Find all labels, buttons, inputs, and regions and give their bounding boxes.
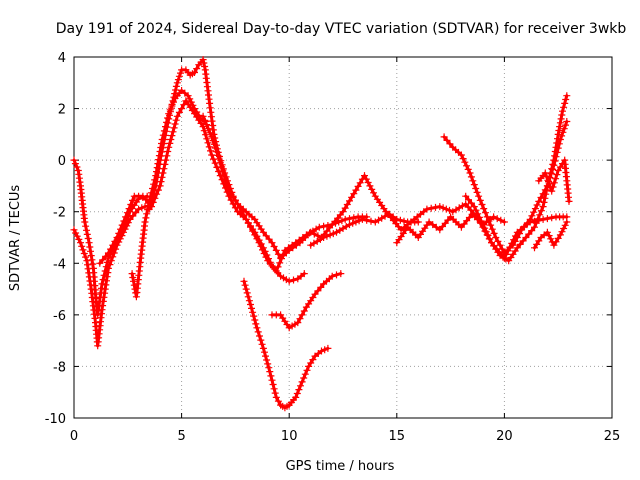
- x-tick-label: 0: [70, 429, 78, 444]
- series-arc-7: [240, 277, 332, 412]
- y-tick-label: -8: [53, 360, 66, 375]
- chart-title: Day 191 of 2024, Sidereal Day-to-day VTE…: [56, 21, 627, 37]
- plus-marker: [70, 203, 149, 350]
- series-arc-13: [531, 218, 571, 252]
- x-tick-label: 15: [389, 429, 406, 444]
- plot-frame: [73, 56, 613, 419]
- series-markers: [393, 210, 508, 247]
- series-arc-8: [268, 270, 345, 332]
- series-arc-6: [199, 112, 422, 262]
- y-tick-label: 4: [58, 51, 66, 66]
- x-tick-label: 20: [496, 429, 513, 444]
- series-group: [70, 56, 573, 412]
- plus-marker: [240, 277, 332, 412]
- plus-marker: [535, 156, 573, 205]
- plus-marker: [199, 112, 422, 262]
- series-arc-14: [535, 156, 573, 205]
- x-tick-label: 10: [281, 429, 298, 444]
- series-markers: [268, 270, 345, 332]
- x-tick-label: 5: [177, 429, 185, 444]
- series-markers: [535, 156, 573, 205]
- x-tick-label: 25: [604, 429, 621, 444]
- plus-marker: [531, 218, 571, 252]
- y-tick-label: 2: [58, 103, 66, 118]
- y-axis-label: SDTVAR / TECUs: [8, 185, 23, 292]
- plus-marker: [462, 92, 571, 265]
- plus-marker: [268, 270, 345, 332]
- series-markers: [199, 112, 422, 262]
- series-markers: [70, 203, 149, 350]
- y-tick-label: -2: [53, 206, 66, 221]
- y-tick-label: 0: [58, 154, 66, 169]
- plus-marker: [393, 210, 508, 247]
- series-markers: [462, 92, 571, 265]
- x-axis-label: GPS time / hours: [286, 459, 395, 474]
- series-arc-10: [393, 210, 508, 247]
- y-tick-label: -4: [53, 257, 66, 272]
- series-arc-12: [462, 92, 571, 265]
- series-markers: [531, 218, 571, 252]
- y-tick-label: -6: [53, 309, 66, 324]
- series-markers: [240, 277, 332, 412]
- axis-ticks: 0 5 10 15 20 25 -10 -8 -6 -4 -2 0 2 4: [45, 51, 621, 444]
- y-tick-label: -10: [45, 412, 66, 427]
